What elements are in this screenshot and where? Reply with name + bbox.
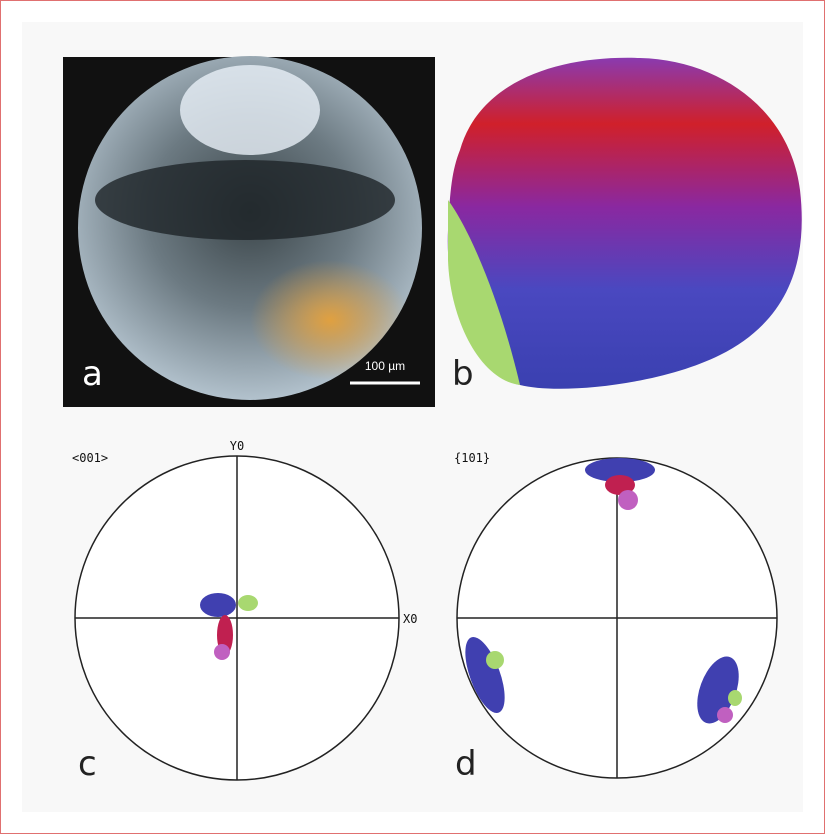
projection-label: <001> — [72, 451, 108, 465]
panel-label: d — [455, 744, 477, 784]
panel-label: b — [452, 354, 474, 394]
pole-cluster — [214, 644, 230, 660]
pole-cluster — [717, 707, 733, 723]
panel-label: a — [82, 354, 103, 394]
figure: a 100 µm b <001> Y0 X0 c {101} d — [0, 0, 825, 834]
axis-label: X0 — [403, 612, 417, 626]
panel-a: a 100 µm — [60, 50, 440, 410]
pole-cluster — [486, 651, 504, 669]
projection-label: {101} — [454, 451, 490, 465]
scale-bar-label: 100 µm — [365, 359, 405, 373]
pole-cluster — [238, 595, 258, 611]
panel-label: c — [78, 744, 97, 784]
pole-cluster — [728, 690, 742, 706]
pole-cluster — [200, 593, 236, 617]
pole-cluster — [618, 490, 638, 510]
axis-label: Y0 — [230, 439, 244, 453]
